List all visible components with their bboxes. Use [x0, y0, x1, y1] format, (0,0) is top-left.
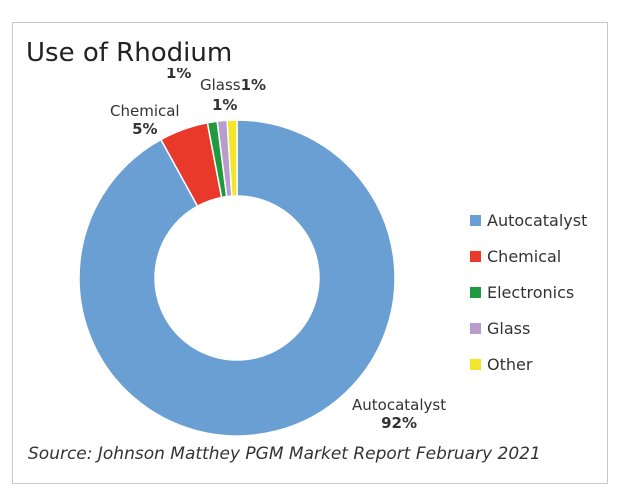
legend: Autocatalyst Chemical Electronics Glass …: [470, 202, 587, 382]
donut-slice-other: [226, 119, 238, 197]
label-electronics-value: 1%: [166, 68, 192, 78]
legend-swatch-other: [470, 358, 481, 370]
donut-slice-autocatalyst: [78, 119, 396, 437]
source-note: Source: Johnson Matthey PGM Market Repor…: [28, 444, 541, 464]
label-autocatalyst-value: 92%: [381, 414, 417, 432]
label-autocatalyst: Autocatalyst 92%: [352, 396, 446, 432]
legend-item-chemical: Chemical: [470, 238, 587, 274]
chart-title: Use of Rhodium: [26, 38, 233, 68]
legend-label-electronics: Electronics: [487, 282, 575, 302]
legend-swatch-electronics: [470, 286, 481, 298]
label-chemical: Chemical 5%: [110, 102, 180, 138]
legend-swatch-glass: [470, 322, 481, 334]
legend-item-electronics: Electronics: [470, 274, 587, 310]
label-other-value: 1%: [212, 96, 238, 114]
legend-swatch-chemical: [470, 250, 481, 262]
legend-item-autocatalyst: Autocatalyst: [470, 202, 587, 238]
legend-item-glass: Glass: [470, 310, 587, 346]
legend-item-other: Other: [470, 346, 587, 382]
label-autocatalyst-name: Autocatalyst: [352, 396, 447, 414]
legend-swatch-autocatalyst: [470, 214, 481, 226]
legend-label-autocatalyst: Autocatalyst: [487, 210, 588, 230]
legend-label-glass: Glass: [487, 318, 531, 338]
label-glass-value: 1%: [240, 76, 267, 94]
legend-label-other: Other: [487, 354, 533, 374]
label-electronics-value-clipped: 1%: [166, 68, 191, 78]
label-glass: Glass1%: [200, 76, 266, 94]
chart-frame: [12, 22, 608, 484]
label-other: 1%: [212, 96, 237, 114]
label-chemical-value: 5%: [132, 120, 158, 138]
legend-label-chemical: Chemical: [487, 246, 562, 266]
label-chemical-name: Chemical: [110, 102, 180, 120]
label-glass-name: Glass: [200, 76, 241, 94]
